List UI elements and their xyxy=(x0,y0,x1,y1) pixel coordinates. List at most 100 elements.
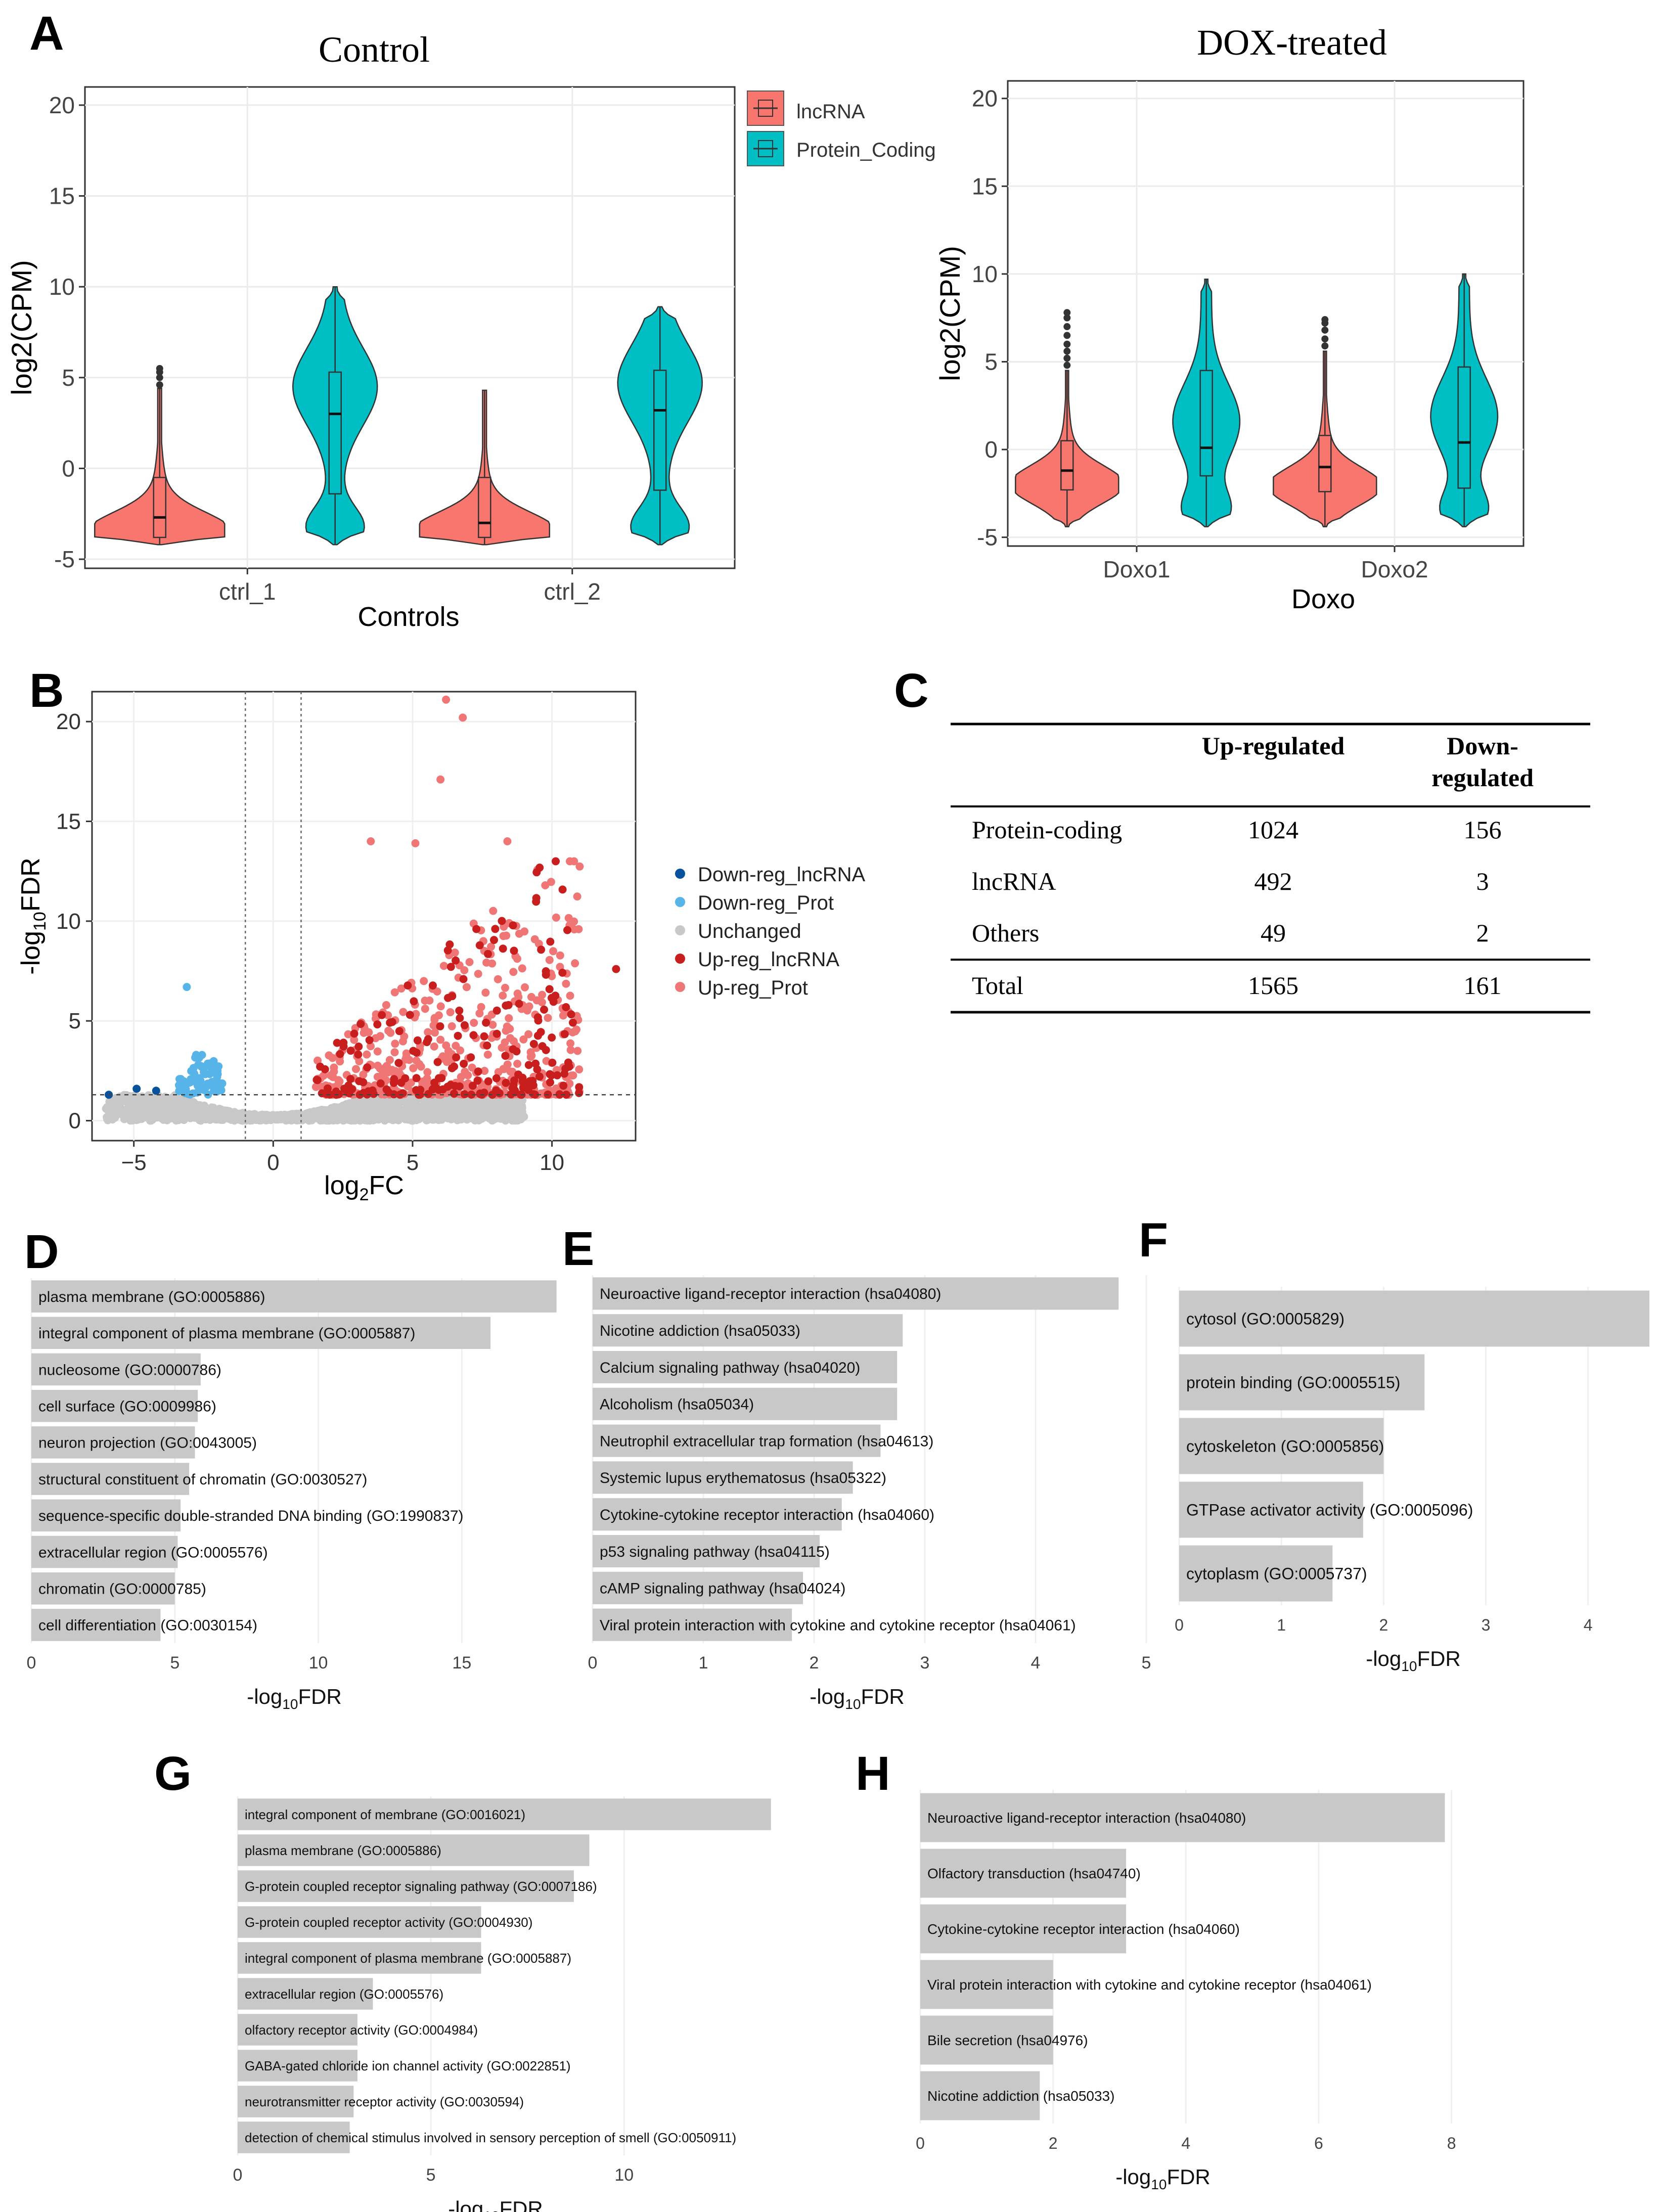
bar-label: neuron projection (GO:0043005) xyxy=(38,1435,257,1452)
violin-legend: lncRNA Protein_Coding xyxy=(747,91,936,166)
violin-left-xlabel: Controls xyxy=(357,602,459,632)
bar-label: Neuroactive ligand-receptor interaction … xyxy=(600,1286,941,1302)
bar-label: cytoplasm (GO:0005737) xyxy=(1186,1565,1367,1583)
y-tick-label: 10 xyxy=(972,261,998,287)
x-tick-label: 0 xyxy=(916,2134,925,2152)
volcano-marks: −5 0 5 10 0 5 10 15 20 xyxy=(56,692,636,1175)
violin-right-marks: -5 0 5 10 15 20 Doxo1 Doxo2 xyxy=(972,81,1523,582)
bar-label: Viral protein interaction with cytokine … xyxy=(600,1617,1076,1634)
bar-chart-d: 0 5 10 15 plasma membrane (GO:0005886) integr… xyxy=(27,1278,557,1712)
bar-label: neurotransmitter receptor activity (GO:0… xyxy=(245,2094,524,2109)
x-tick-label: 10 xyxy=(614,2165,634,2185)
bar-label: cytoskeleton (GO:0005856) xyxy=(1186,1437,1384,1456)
bar-label: Neutrophil extracellular trap formation … xyxy=(600,1433,933,1450)
outlier-point xyxy=(156,381,163,389)
x-axis-label: -log10FDR xyxy=(448,2197,543,2212)
volcano-point xyxy=(481,1100,490,1109)
bar-chart-f: 0 1 2 3 4 cytosol (GO:0005829) protein binding… xyxy=(1175,1287,1649,1674)
bar-label: cell differentiation (GO:0030154) xyxy=(38,1617,257,1634)
y-tick-label: -5 xyxy=(977,524,998,551)
y-tick-label: 15 xyxy=(56,809,81,834)
outlier-point xyxy=(1321,335,1329,343)
bar-label: sequence-specific double-stranded DNA bi… xyxy=(38,1508,464,1524)
x-tick-label: −5 xyxy=(121,1150,147,1175)
box-iqr xyxy=(653,370,667,491)
panel-letter-e: E xyxy=(562,1222,594,1276)
x-axis-label: -log10FDR xyxy=(1366,1647,1461,1674)
violin-left-ylabel: log2(CPM) xyxy=(6,260,37,395)
bar-label: Alcoholism (hsa05034) xyxy=(600,1396,754,1413)
x-tick-label: Doxo1 xyxy=(1103,556,1171,582)
violin-left-title: Control xyxy=(319,29,430,70)
x-tick-label: 2 xyxy=(810,1653,819,1673)
outlier-point xyxy=(156,374,163,381)
bar-label: cell surface (GO:0009986) xyxy=(38,1398,216,1415)
outlier-point xyxy=(1063,309,1071,317)
outlier-point xyxy=(1063,314,1071,322)
x-tick-label: 1 xyxy=(699,1653,708,1673)
bar-label: G-protein coupled receptor signaling pat… xyxy=(245,1879,597,1894)
bar-label: Viral protein interaction with cytokine … xyxy=(927,1977,1372,1993)
x-tick-label: 0 xyxy=(267,1150,279,1175)
x-tick-label: 10 xyxy=(540,1150,564,1175)
bar-label: cytosol (GO:0005829) xyxy=(1186,1310,1345,1328)
y-tick-label: 0 xyxy=(62,455,75,481)
y-tick-label: 0 xyxy=(984,436,998,463)
x-tick-label: 3 xyxy=(1482,1616,1491,1634)
bar-label: plasma membrane (GO:0005886) xyxy=(38,1289,265,1305)
x-tick-label: 6 xyxy=(1314,2134,1323,2152)
bar-label: extracellular region (GO:0005576) xyxy=(245,1987,443,2002)
y-tick-label: 10 xyxy=(49,274,75,300)
outlier-point xyxy=(1063,332,1071,339)
box-iqr xyxy=(153,477,167,538)
bar-label: integral component of membrane (GO:00160… xyxy=(245,1807,525,1822)
bar-label: structural constituent of chromatin (GO:… xyxy=(38,1471,367,1488)
bar-label: Nicotine addiction (hsa05033) xyxy=(600,1323,800,1339)
x-tick-label: 10 xyxy=(309,1653,328,1673)
box-iqr xyxy=(478,477,491,538)
bar-label: cAMP signaling pathway (hsa04024) xyxy=(600,1581,845,1597)
bar-label: GTPase activator activity (GO:0005096) xyxy=(1186,1501,1473,1519)
x-tick-label: 5 xyxy=(170,1653,180,1673)
y-tick-label: 20 xyxy=(56,709,81,734)
panel-a: A Control DOX-treated -5 0 5 10 15 20 ctrl_1 ct… xyxy=(6,7,1525,632)
outlier-point xyxy=(1321,316,1329,324)
y-tick-label: 5 xyxy=(62,365,75,391)
y-tick-label: 0 xyxy=(69,1109,81,1134)
x-axis-label: -log10FDR xyxy=(810,1685,905,1712)
x-tick-label: 0 xyxy=(233,2165,243,2185)
panel-letter-d: D xyxy=(24,1225,59,1279)
panel-letter-a: A xyxy=(29,7,64,60)
volcano-point xyxy=(148,1113,156,1122)
bar-label: G-protein coupled receptor activity (GO:… xyxy=(245,1915,532,1930)
bar-label: Systemic lupus erythematosus (hsa05322) xyxy=(600,1470,886,1486)
bar-label: integral component of plasma membrane (G… xyxy=(38,1325,415,1342)
bar-label: detection of chemical stimulus involved … xyxy=(245,2130,736,2145)
x-tick-label: 2 xyxy=(1379,1616,1388,1634)
bar-label: protein binding (GO:0005515) xyxy=(1186,1374,1400,1392)
bar-label: nucleosome (GO:0000786) xyxy=(38,1362,221,1378)
outlier-point xyxy=(1321,326,1329,334)
x-tick-label: 1 xyxy=(1277,1616,1286,1634)
panel-letter-h: H xyxy=(856,1747,890,1800)
box-iqr xyxy=(1060,440,1074,491)
x-tick-label: 8 xyxy=(1447,2134,1456,2152)
x-tick-label: 0 xyxy=(27,1653,36,1673)
x-tick-label: 5 xyxy=(426,2165,436,2185)
violin-right-title: DOX-treated xyxy=(1197,22,1387,63)
outlier-point xyxy=(1063,323,1071,331)
panel-letter-g: G xyxy=(154,1747,192,1800)
y-tick-label: 10 xyxy=(56,909,81,934)
x-tick-label: 4 xyxy=(1181,2134,1190,2152)
bar-label: Cytokine-cytokine receptor interaction (… xyxy=(927,1921,1240,1937)
panel-letter-f: F xyxy=(1139,1213,1168,1267)
bar-label: Bile secretion (hsa04976) xyxy=(927,2033,1088,2048)
bar-label: Olfactory transduction (hsa04740) xyxy=(927,1866,1141,1881)
x-tick-label: 4 xyxy=(1584,1616,1593,1634)
x-tick-label: 4 xyxy=(1031,1653,1041,1673)
x-axis-label: -log10FDR xyxy=(1115,2165,1211,2192)
bar-label: GABA-gated chloride ion channel activity… xyxy=(245,2058,571,2073)
y-tick-label: 20 xyxy=(49,92,75,118)
